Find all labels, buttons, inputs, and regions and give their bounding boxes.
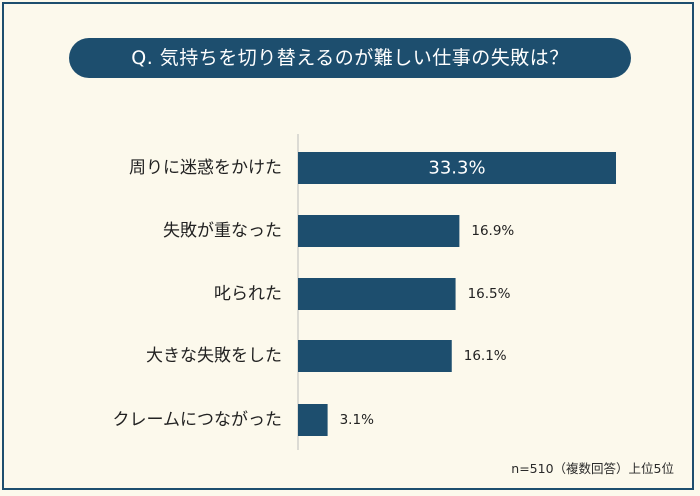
bar (298, 215, 460, 247)
category-label: 大きな失敗をした (146, 346, 282, 366)
value-label: 16.9% (471, 223, 514, 239)
bar (298, 278, 456, 310)
category-label: 失敗が重なった (163, 221, 282, 241)
category-label: クレームにつながった (113, 410, 283, 430)
value-label: 16.1% (464, 348, 507, 364)
value-label: 33.3% (428, 158, 485, 179)
sample-note: n=510（複数回答）上位5位 (511, 461, 674, 476)
value-label: 3.1% (340, 412, 374, 428)
bar (298, 404, 328, 436)
category-label: 叱られた (214, 284, 282, 304)
chart-frame (2, 2, 694, 490)
category-label: 周りに迷惑をかけた (129, 158, 282, 178)
value-label: 16.5% (468, 286, 511, 302)
bar (298, 152, 616, 184)
question-title: Q. 気持ちを切り替えるのが難しい仕事の失敗は？ (69, 38, 631, 78)
bar (298, 340, 452, 372)
